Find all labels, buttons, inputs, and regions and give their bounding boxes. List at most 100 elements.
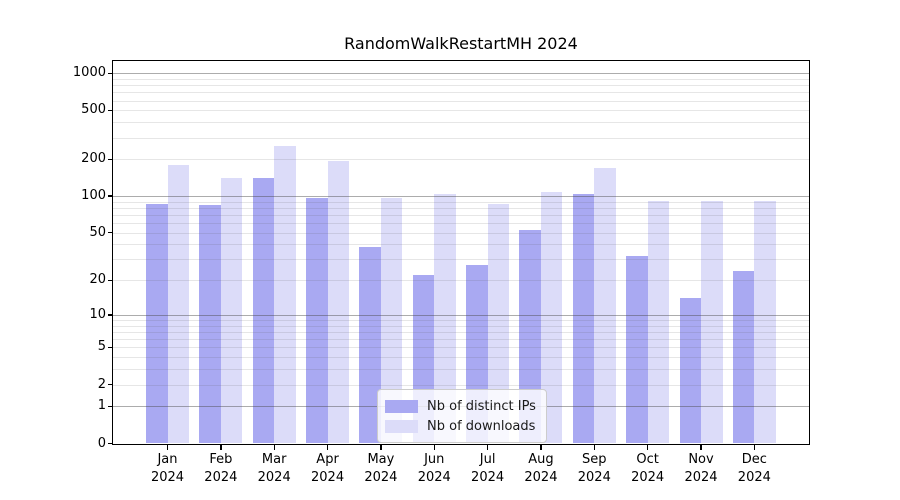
y-tick-label-100: 100 [81,188,106,204]
bar-downloads-jun [434,193,456,444]
gridline-80 [113,207,809,209]
x-tick-label-dec: Dec 2024 [722,451,786,487]
y-tick-20 [108,279,113,282]
gridline-60 [113,223,809,225]
year-line: 2024 [417,470,451,485]
y-tick-label-1: 1 [97,398,106,414]
y-tick-label-2: 2 [97,376,106,392]
legend: Nb of distinct IPs Nb of downloads [377,389,547,443]
gridline-40 [113,244,809,246]
x-tick-sep [593,444,595,450]
x-tick-label-aug: Aug 2024 [509,451,573,487]
bar-distinct-ips-mar [252,177,275,444]
bar-downloads-mar [274,145,296,444]
x-tick-label-apr: Apr 2024 [296,451,360,487]
gridline-50 [113,232,809,234]
year-line: 2024 [311,470,345,485]
y-tick-label-1000: 1000 [72,65,106,81]
gridline-400 [113,122,809,124]
bar-downloads-jul [487,204,510,444]
y-tick-100 [108,195,113,197]
month-line: Jul [479,452,496,467]
x-tick-dec [753,444,756,450]
y-tick-label-20: 20 [89,272,106,288]
year-line: 2024 [204,470,238,485]
gridline-7 [113,332,809,334]
y-tick-1000 [108,72,113,74]
bar-distinct-ips-sep [572,194,595,444]
month-line: Jan [157,452,178,467]
month-line: Jun [424,452,445,467]
month-line: Dec [741,452,767,467]
x-tick-may [380,444,382,450]
month-line: Sep [582,452,607,467]
x-tick-aug [540,444,542,450]
x-tick-apr [326,444,329,450]
bar-distinct-ips-nov [679,298,701,444]
y-tick-5 [108,346,113,349]
gridline-300 [113,137,809,139]
x-tick-label-jun: Jun 2024 [402,451,466,487]
gridline-900 [113,78,809,80]
legend-item-downloads: Nb of downloads [385,416,536,436]
year-line: 2024 [150,470,185,485]
y-tick-50 [108,232,113,234]
legend-label-downloads: Nb of downloads [427,418,536,434]
x-tick-feb [220,444,222,450]
gridline-5 [113,347,809,349]
year-line: 2024 [471,470,505,485]
year-line: 2024 [364,470,398,485]
legend-item-distinct-ips: Nb of distinct IPs [385,396,536,416]
bar-downloads-sep [594,168,616,444]
bar-downloads-nov [701,201,723,444]
bar-distinct-ips-dec [732,270,755,444]
gridline-70 [113,215,809,217]
gridline-600 [113,100,809,102]
y-tick-10 [108,314,113,316]
year-line: 2024 [631,470,665,485]
year-line: 2024 [524,470,558,485]
x-tick-jun [433,444,435,450]
month-line: Apr [316,452,339,467]
x-tick-label-may: May 2024 [349,451,413,487]
gridline-3 [113,369,809,371]
chart-title: RandomWalkRestartMH 2024 [344,34,578,53]
legend-swatch-distinct-ips [385,399,418,413]
gridline-500 [113,110,809,112]
month-line: Nov [688,452,714,467]
year-line: 2024 [684,470,718,485]
x-tick-label-oct: Oct 2024 [616,451,680,487]
bar-downloads-aug [540,192,563,444]
y-tick-label-200: 200 [81,151,106,167]
bar-downloads-oct [647,200,670,444]
y-tick-2 [108,383,113,386]
bar-downloads-feb [220,178,243,444]
x-tick-jan [166,444,169,450]
year-line: 2024 [737,470,771,485]
y-tick-500 [108,109,113,112]
gridline-10 [113,314,809,316]
gridline-30 [113,259,809,261]
x-tick-label-mar: Mar 2024 [242,451,306,487]
y-tick-1 [108,405,113,408]
bar-downloads-apr [327,161,350,444]
gridline-100 [113,196,809,198]
month-line: Mar [261,452,287,467]
bar-distinct-ips-oct [626,256,648,444]
gridline-90 [113,201,809,203]
y-tick-label-5: 5 [97,339,106,355]
gridline-20 [113,280,809,282]
gridline-200 [113,159,809,161]
gridline-800 [113,85,809,87]
bar-downloads-dec [754,200,776,444]
bar-distinct-ips-feb [199,204,221,444]
x-tick-label-jan: Jan 2024 [136,451,200,487]
gridline-8 [113,325,809,327]
bar-downloads-may [380,198,403,444]
x-tick-label-sep: Sep 2024 [562,451,626,487]
bar-distinct-ips-jan [146,203,168,444]
year-line: 2024 [577,470,611,485]
x-tick-label-nov: Nov 2024 [669,451,733,487]
x-tick-label-feb: Feb 2024 [189,451,253,487]
